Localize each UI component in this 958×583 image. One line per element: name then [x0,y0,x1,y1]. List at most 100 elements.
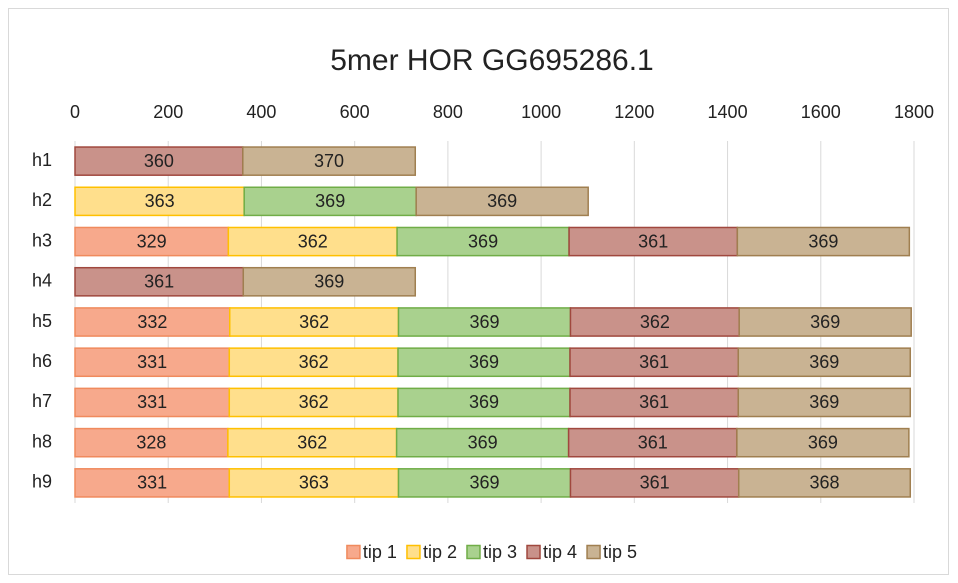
legend-label: tip 2 [423,542,457,562]
legend-label: tip 1 [363,542,397,562]
bar-segment [737,468,912,498]
legend-label: tip 4 [543,542,577,562]
legend-swatch [346,544,361,560]
data-label: 360 [144,151,174,171]
bar-segment [396,226,570,257]
data-label: 331 [137,473,167,493]
bar-segment [74,427,229,458]
bar-segment [568,226,739,257]
data-label: 369 [469,392,499,412]
legend-item: tip 1 [346,542,397,562]
x-tick-label: 1600 [801,102,841,122]
x-tick-label: 1200 [614,102,654,122]
bar-segment [242,146,417,176]
data-label: 362 [640,312,670,332]
bar-segment [397,387,571,418]
data-label: 369 [469,473,499,493]
y-tick-label: h4 [32,271,52,291]
bar-segment [74,387,231,418]
bar-segment [228,307,400,337]
bar-segment [397,307,572,337]
data-label: 369 [808,432,838,452]
x-tick-label: 0 [70,102,80,122]
data-label: 362 [299,352,329,372]
bar-segment [737,387,912,418]
data-label: 362 [297,432,327,452]
data-label: 361 [144,272,174,292]
data-label: 362 [299,312,329,332]
bar-segment [569,387,740,418]
bar-segment [738,307,912,337]
y-tick-label: h2 [32,190,52,210]
x-tick-label: 1800 [894,102,934,122]
data-label: 369 [810,312,840,332]
data-label: 362 [299,392,329,412]
y-tick-label: h7 [32,391,52,411]
data-label: 369 [468,231,498,251]
data-label: 368 [809,473,839,493]
data-label: 331 [137,352,167,372]
y-tick-label: h3 [32,230,52,250]
bar-segment [737,347,912,378]
y-tick-label: h8 [32,431,52,451]
data-label: 363 [299,473,329,493]
data-label: 369 [314,272,344,292]
data-label: 369 [809,352,839,372]
chart-title: 5mer HOR GG695286.1 [330,44,653,77]
y-tick-label: h9 [32,472,52,492]
data-label: 369 [487,191,517,211]
data-label: 361 [639,352,669,372]
legend-swatch [466,544,481,560]
data-label: 369 [468,432,498,452]
y-tick-label: h6 [32,351,52,371]
x-tick-label: 1400 [708,102,748,122]
data-label: 369 [808,231,838,251]
x-tick-label: 1000 [521,102,561,122]
y-tick-label: h5 [32,311,52,331]
data-label: 369 [315,191,345,211]
data-label: 361 [638,432,668,452]
x-tick-label: 200 [153,102,183,122]
data-label: 369 [809,392,839,412]
data-label: 361 [640,473,670,493]
data-label: 329 [137,231,167,251]
bar-segment [736,226,911,257]
data-label: 369 [469,352,499,372]
bar-segment [74,186,245,217]
bar-segment [242,266,417,297]
bar-segment [74,307,231,337]
bar-segment [228,347,399,378]
bar-segment [415,186,589,217]
bar-segment [736,427,910,458]
bar-segment [569,468,740,498]
x-tick-label: 600 [340,102,370,122]
x-tick-label: 800 [433,102,463,122]
data-label: 361 [638,231,668,251]
bar-segment [228,387,399,418]
bar-segment [74,226,230,257]
bar-segment [243,186,417,217]
data-label: 370 [314,151,344,171]
bar-segment [227,226,398,257]
legend-item: tip 2 [406,542,457,562]
bar-segment [74,146,244,176]
legend-swatch [586,544,601,560]
y-tick-label: h1 [32,150,52,170]
legend-label: tip 3 [483,542,517,562]
legend-item: tip 5 [586,542,637,562]
legend-swatch [406,544,421,560]
data-label: 332 [137,312,167,332]
legend-item: tip 3 [466,542,517,562]
legend-swatch [526,544,541,560]
bar-segment [569,307,740,337]
bar-segment [227,427,398,458]
data-label: 328 [136,432,166,452]
legend-label: tip 5 [603,542,637,562]
data-label: 362 [298,231,328,251]
bar-segment [74,347,231,378]
data-label: 363 [145,191,175,211]
data-label: 331 [137,392,167,412]
legend-item: tip 4 [526,542,577,562]
